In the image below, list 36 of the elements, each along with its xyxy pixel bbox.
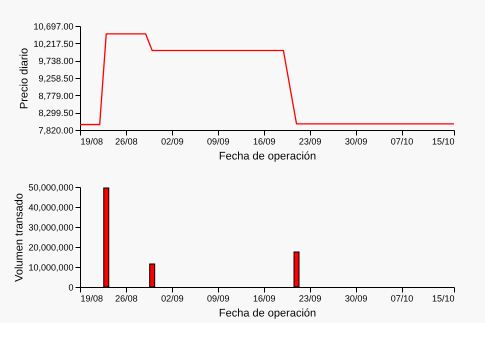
x-tick-label: 26/08 [115, 136, 138, 146]
x-tick-label: 09/09 [207, 294, 230, 304]
y-tick-label: 8,299.50 [38, 108, 74, 118]
x-tick-label: 30/09 [344, 136, 368, 146]
y-tick-label: 10,697.00 [33, 22, 74, 32]
y-tick-label: 9,258.50 [38, 74, 74, 84]
x-tick-label: 15/10 [432, 136, 454, 146]
x-tick-label: 02/09 [161, 136, 184, 146]
x-tick-label: 02/09 [161, 294, 184, 304]
y-tick-label: 20,000,000 [28, 242, 74, 252]
y-tick-label: 0 [68, 282, 74, 292]
x-tick-label: 19/08 [80, 136, 104, 146]
y-axis-title: Volumen transado [13, 193, 26, 282]
y-tick-label: 8,779.00 [38, 90, 74, 101]
x-tick-label: 07/10 [390, 136, 414, 146]
y-axis-title: Precio diario [18, 48, 30, 110]
y-tick-label: 10,217.50 [33, 38, 74, 49]
x-tick-label: 23/09 [298, 136, 322, 146]
y-tick-label: 40,000,000 [28, 202, 74, 212]
x-tick-label: 07/10 [390, 294, 414, 304]
x-tick-label: 30/09 [344, 294, 368, 304]
x-tick-label: 26/08 [115, 294, 138, 304]
line-series [79, 33, 455, 126]
y-tick-label: 30,000,000 [28, 222, 74, 232]
x-tick-label: 16/09 [252, 136, 276, 146]
x-tick-label: 16/09 [252, 294, 276, 304]
x-axis-title: Fecha de operación [218, 308, 316, 320]
x-tick-label: 19/08 [80, 294, 104, 304]
y-tick-label: 50,000,000 [28, 182, 74, 192]
x-tick-label: 15/10 [432, 294, 454, 304]
y-tick-label: 10,000,000 [28, 262, 74, 272]
y-tick-label: 9,738.00 [38, 56, 74, 66]
x-tick-label: 23/09 [298, 294, 322, 304]
y-tick-label: 7,820.00 [38, 126, 74, 136]
x-axis-title: Fecha de operación [218, 150, 316, 162]
x-tick-label: 09/09 [207, 136, 230, 146]
